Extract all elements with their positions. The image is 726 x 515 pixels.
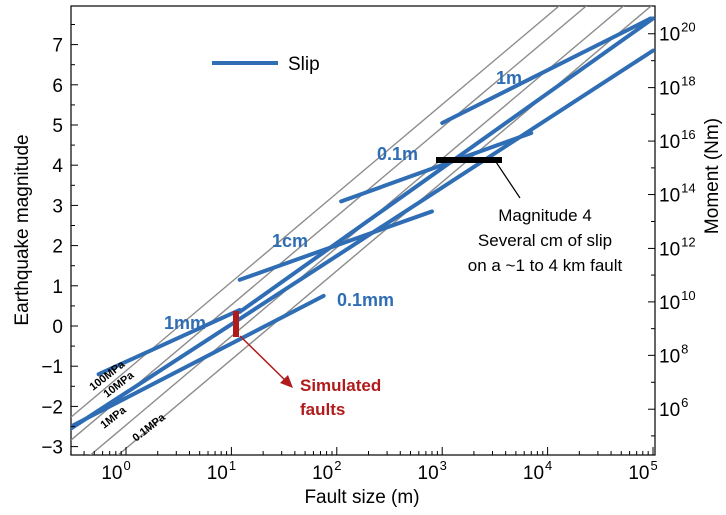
x-tick-label-2: 102: [312, 458, 341, 484]
y-tick-label-4: 3: [52, 196, 63, 217]
magnitude4-line3: on a ~1 to 4 km fault: [468, 256, 623, 275]
y2-tick-label-6: 108: [659, 341, 688, 367]
y-tick-label-3: 4: [52, 156, 63, 177]
x-tick-label-1: 101: [207, 458, 236, 484]
stress-line-0: [71, 6, 561, 418]
y-tick-label-1: 6: [52, 76, 63, 97]
y-tick-label-2: 5: [52, 116, 63, 137]
y-tick-label-8: −1: [41, 357, 63, 378]
slip-line-extra-0: [71, 48, 655, 431]
simulated-faults-line2: faults: [300, 400, 345, 419]
magnitude4-pointer: [495, 161, 521, 199]
slip-line-4: [440, 16, 653, 125]
slip-line-extra-1: [237, 16, 655, 314]
y-tick-label-9: −2: [41, 397, 63, 418]
y2-tick-label-3: 1014: [659, 181, 696, 207]
simulated-faults-arrow: [239, 335, 288, 383]
y-tick-label-10: −3: [41, 438, 63, 459]
legend-slip-label: Slip: [288, 54, 320, 75]
y2-tick-label-2: 1016: [659, 127, 696, 153]
slip-label-0.1mm: 0.1mm: [337, 290, 394, 310]
magnitude4-line2: Several cm of slip: [478, 231, 612, 250]
slip-label-1cm: 1cm: [272, 231, 308, 251]
slip-line-1: [96, 307, 242, 377]
x-tick-label-3: 103: [418, 458, 447, 484]
magnitude4-line1: Magnitude 4: [498, 206, 592, 225]
slip-line-0: [71, 293, 326, 429]
slip-label-1m: 1m: [496, 68, 522, 88]
x-tick-label-0: 100: [101, 458, 130, 484]
plot-frame: [70, 5, 656, 456]
y2-axis-title: Moment (Nm): [702, 118, 723, 234]
y-tick-label-7: 0: [52, 317, 63, 338]
y2-tick-label-0: 1020: [659, 20, 696, 46]
y2-tick-label-1: 1018: [659, 74, 696, 100]
slip-lines: [71, 16, 655, 431]
x-tick-label-4: 104: [523, 458, 552, 484]
y2-tick-label-5: 1010: [659, 288, 696, 314]
y-tick-label-5: 2: [52, 237, 63, 258]
y2-tick-label-7: 106: [659, 395, 688, 421]
y-tick-label-6: 1: [52, 277, 63, 298]
simulated-faults-line1: Simulated: [300, 376, 381, 395]
axis-ticks: 7 6 5 4 3 2 1 0 −1 −2 −3 100 101 102 103 104 105 1020 1018…: [41, 20, 695, 484]
y-axis-title: Earthquake magnitude: [12, 134, 33, 325]
slip-label-0.1m: 0.1m: [377, 144, 418, 164]
x-axis-title: Fault size (m): [304, 487, 419, 508]
slip-label-1mm: 1mm: [164, 313, 206, 333]
slip-line-3: [339, 131, 534, 204]
y-tick-label-0: 7: [52, 36, 63, 57]
simulated-faults-arrowhead: [280, 375, 293, 388]
x-tick-label-5: 105: [628, 458, 657, 484]
y2-tick-label-4: 1012: [659, 234, 696, 260]
